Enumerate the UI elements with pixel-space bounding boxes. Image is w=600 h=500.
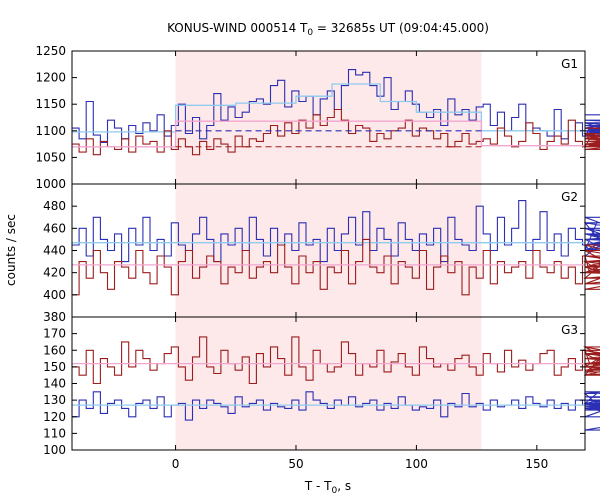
x-axis-tick-labels: 0 50 100 150 xyxy=(172,457,549,471)
panel-label-g2: G2 xyxy=(561,190,578,204)
y-tick-label: 170 xyxy=(43,327,66,341)
highlight-interval-g3 xyxy=(175,317,482,450)
panels-layer: 1000 1050 1100 1150 1200 1250 G1 380 400 420 440 46… xyxy=(35,44,600,457)
y-tick-label: 1200 xyxy=(35,71,66,85)
y-axis-label: counts / sec xyxy=(4,214,18,286)
series-averaged-g1 xyxy=(72,83,585,133)
y-tick-label: 110 xyxy=(43,426,66,440)
y-tick-label: 380 xyxy=(43,310,66,324)
y-tick-label: 1000 xyxy=(35,177,66,191)
y-tick-label: 1100 xyxy=(35,124,66,138)
series-bg_raw-g2 xyxy=(72,238,600,296)
y-tick-label: 440 xyxy=(43,244,66,258)
y-tick-label: 1150 xyxy=(35,97,66,111)
y-tick-label: 160 xyxy=(43,343,66,357)
panel-g2: 380 400 420 440 460 480 G2 xyxy=(43,183,600,324)
y-tick-label: 120 xyxy=(43,410,66,424)
panel-g1: 1000 1050 1100 1150 1200 1250 G1 xyxy=(35,44,600,191)
series-bg_raw-g1 xyxy=(72,108,600,156)
y-tick-label: 460 xyxy=(43,221,66,235)
x-tick-label: 0 xyxy=(172,457,180,471)
x-tick-label: 100 xyxy=(405,457,428,471)
chart-title: KONUS-WIND 000514 T0 = 32685s UT (09:04:… xyxy=(167,21,489,38)
y-tick-label: 1250 xyxy=(35,44,66,58)
y-tick-label: 150 xyxy=(43,360,66,374)
series-bg_raw-g3 xyxy=(72,336,600,385)
y-tick-label: 400 xyxy=(43,288,66,302)
x-tick-label: 50 xyxy=(288,457,303,471)
x-tick-label: 150 xyxy=(525,457,548,471)
series-raw-g2 xyxy=(72,200,600,263)
y-tick-label: 100 xyxy=(43,443,66,457)
y-tick-label: 130 xyxy=(43,393,66,407)
highlight-interval-g2 xyxy=(175,184,482,317)
series-bg_fit-g1 xyxy=(72,120,585,148)
series-raw-g3 xyxy=(72,391,600,431)
y-tick-label: 1050 xyxy=(35,150,66,164)
panel-label-g3: G3 xyxy=(561,323,578,337)
panel-g3: 100 110 120 130 140 150 160 170 G3 xyxy=(43,316,600,457)
x-axis-label: T - T0, s xyxy=(304,479,351,496)
y-tick-label: 480 xyxy=(43,199,66,213)
series-raw-g1 xyxy=(72,69,600,144)
panel-label-g1: G1 xyxy=(561,57,578,71)
y-tick-label: 140 xyxy=(43,377,66,391)
y-tick-label: 420 xyxy=(43,266,66,280)
